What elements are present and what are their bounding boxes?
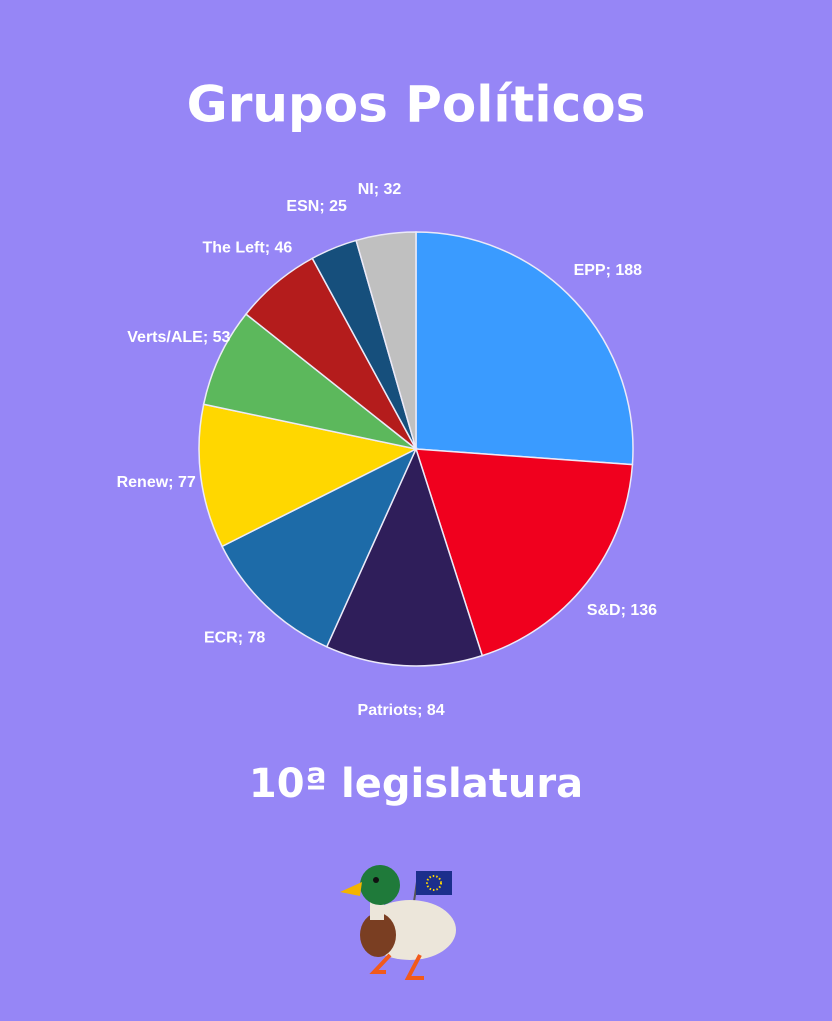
data-label: Verts/ALE; 53 [127, 329, 230, 346]
data-label: Patriots; 84 [358, 702, 445, 719]
pie-slice [202, 313, 417, 450]
data-label: NI; 32 [358, 181, 402, 198]
chart-subtitle: 10ª legislatura [249, 761, 583, 807]
pie [198, 231, 634, 667]
data-label: ESN; 25 [286, 198, 347, 215]
data-label: The Left; 46 [202, 240, 292, 257]
data-label: EPP; 188 [574, 262, 643, 279]
pie-slice [414, 448, 634, 657]
pie-slice [221, 447, 418, 648]
data-label: ECR; 78 [204, 629, 265, 646]
data-label: Renew; 77 [117, 474, 196, 491]
chart-title: Grupos Políticos [187, 76, 646, 134]
pie-slice [355, 231, 417, 450]
pie-slice [198, 403, 419, 548]
duck-logo [340, 865, 456, 980]
pie-slice [325, 446, 484, 667]
pie-slice [415, 231, 634, 466]
data-label: S&D; 136 [587, 602, 657, 619]
